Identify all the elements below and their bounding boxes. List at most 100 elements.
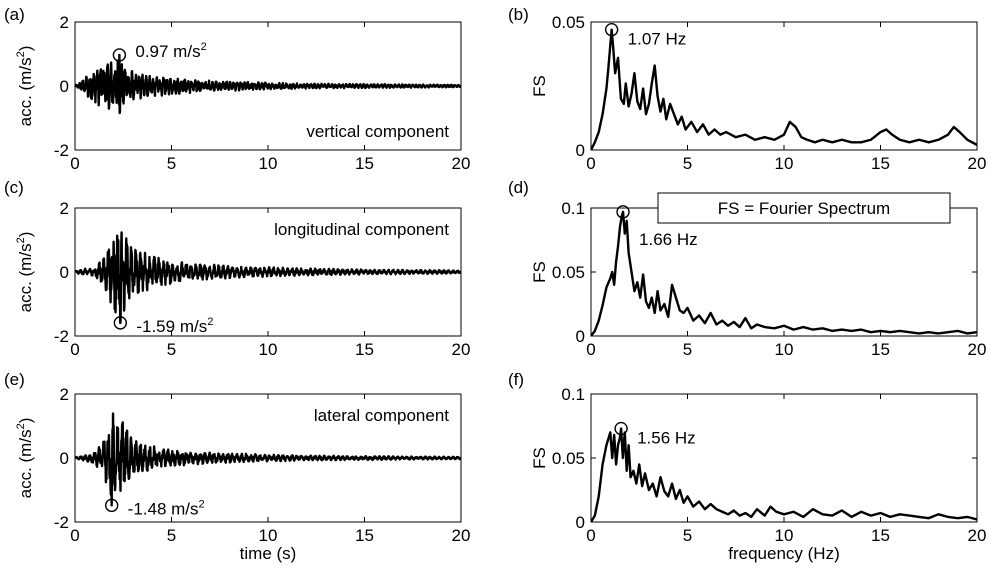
panel-d-xtick-label: 20 xyxy=(968,340,987,359)
panel-b-xtick-label: 5 xyxy=(683,154,692,173)
panel-d-xtick-label: 0 xyxy=(586,340,595,359)
panel-f-frame xyxy=(590,393,978,523)
panel-d: (d) 0 5 10 15 20 0 0.05 0.1 FS 1.66 Hz xyxy=(508,178,986,359)
panel-c-xtick-label: 0 xyxy=(70,340,79,359)
panel-a-peak-marker xyxy=(112,48,127,62)
panel-a-ytick-label: -2 xyxy=(54,141,69,160)
panel-e-ytick-label: 2 xyxy=(60,385,69,404)
panel-b-ytick-label: 0.05 xyxy=(552,13,585,32)
panel-f: (f) 0 5 10 15 20 0 0.05 0.1 FS frequency (Hz) 1.56… xyxy=(508,370,986,563)
panel-d-xtick-label: 15 xyxy=(871,340,890,359)
panel-a-ylabel-tail: ) xyxy=(16,46,35,52)
panel-d-peak-label: 1.66 Hz xyxy=(639,230,698,249)
panel-e-ytick-label: -2 xyxy=(54,513,69,532)
panel-c-peak-marker xyxy=(113,316,128,330)
panel-d-series-line xyxy=(591,210,977,336)
panel-f-xtick-label: 10 xyxy=(775,526,794,545)
panel-f-xtick-label: 15 xyxy=(871,526,890,545)
panel-a-ytick-label: 2 xyxy=(60,13,69,32)
panel-e-xtick-label: 5 xyxy=(167,526,176,545)
panel-e-xtick-label: 0 xyxy=(70,526,79,545)
panel-e-peak-label-sup: 2 xyxy=(199,498,205,510)
panel-d-ylabel: FS xyxy=(530,261,549,283)
panel-d-xtick-label: 5 xyxy=(683,340,692,359)
panel-c-component-label: longitudinal component xyxy=(274,220,449,239)
panel-c-series-line xyxy=(75,231,461,325)
panel-c-xtick-label: 10 xyxy=(259,340,278,359)
panel-f-peak-label: 1.56 Hz xyxy=(637,429,696,448)
panel-d-letter: (d) xyxy=(508,178,529,197)
panel-c-ylabel-tail: ) xyxy=(16,232,35,238)
panel-b-ylabel: FS xyxy=(530,75,549,97)
panel-c-ylabel-main: acc. (m/s xyxy=(16,243,35,312)
panel-a-xtick-label: 20 xyxy=(452,154,471,173)
panel-b-peak-marker xyxy=(604,22,619,37)
panel-c-ytick-label: -2 xyxy=(54,327,69,346)
panel-c-ytick-label: 0 xyxy=(60,263,69,282)
panel-d-ytick-label: 0.05 xyxy=(552,263,585,282)
panel-b-xtick-label: 10 xyxy=(775,154,794,173)
panel-d-peak-marker xyxy=(616,205,630,219)
panel-a-ytick-label: 0 xyxy=(60,77,69,96)
panel-e-xtick-label: 10 xyxy=(259,526,278,545)
panel-b-letter: (b) xyxy=(508,5,529,24)
panel-a-ylabel: acc. (m/s2) xyxy=(15,46,35,127)
panel-e-peak-label: -1.48 m/s2 xyxy=(128,498,205,518)
panel-c-peak-label: -1.59 m/s2 xyxy=(136,316,213,336)
panel-a-series-line xyxy=(75,53,461,115)
panel-e-ylabel-main: acc. (m/s xyxy=(16,429,35,498)
panel-b-xtick-label: 15 xyxy=(871,154,890,173)
panel-c-letter: (c) xyxy=(4,178,24,197)
panel-e-xtick-label: 15 xyxy=(355,526,374,545)
panel-e-letter: (e) xyxy=(4,370,25,389)
panel-f-xtick-label: 5 xyxy=(683,526,692,545)
panel-d-frame xyxy=(590,207,978,337)
panel-a-xtick-label: 10 xyxy=(259,154,278,173)
panel-f-xtick-label: 20 xyxy=(968,526,987,545)
panel-e-peak-label-main: -1.48 m/s xyxy=(128,499,199,518)
panel-a-component-label: vertical component xyxy=(306,122,449,141)
panel-f-xlabel: frequency (Hz) xyxy=(728,544,839,563)
panel-c-xtick-label: 15 xyxy=(355,340,374,359)
panel-a-xtick-label: 5 xyxy=(167,154,176,173)
panel-b-series-line xyxy=(591,28,977,150)
panel-c-ytick-label: 2 xyxy=(60,199,69,218)
panel-f-peak-marker xyxy=(614,421,628,436)
panel-e-series-line xyxy=(75,412,461,507)
panel-c-peak-label-sup: 2 xyxy=(207,316,213,328)
fs-note-text: FS = Fourier Spectrum xyxy=(718,199,890,218)
panel-c-ylabel-sup: 2 xyxy=(15,237,27,243)
panel-e-ytick-label: 0 xyxy=(60,449,69,468)
panel-e-ylabel-tail: ) xyxy=(16,418,35,424)
panel-e-ylabel: acc. (m/s2) xyxy=(15,418,35,499)
panel-f-ytick-label: 0 xyxy=(576,513,585,532)
panel-f-xtick-label: 0 xyxy=(586,526,595,545)
panel-e-component-label: lateral component xyxy=(314,406,449,425)
panel-f-ylabel: FS xyxy=(530,447,549,469)
panel-a-ylabel-sup: 2 xyxy=(15,51,27,57)
panel-a-letter: (a) xyxy=(4,5,25,24)
panel-d-ytick-label: 0 xyxy=(576,327,585,346)
panel-d-ytick-label: 0.1 xyxy=(561,199,585,218)
panel-a-xtick-label: 0 xyxy=(70,154,79,173)
panel-c-xtick-label: 20 xyxy=(452,340,471,359)
panel-b: (b) 0 5 10 15 20 0 0.05 FS 1.07 Hz xyxy=(508,5,986,173)
panel-a-ylabel-main: acc. (m/s xyxy=(16,57,35,126)
panel-b-xtick-label: 20 xyxy=(968,154,987,173)
panel-b-ytick-label: 0 xyxy=(576,141,585,160)
panel-a-xtick-label: 15 xyxy=(355,154,374,173)
panel-e-xtick-label: 20 xyxy=(452,526,471,545)
fs-note-box: FS = Fourier Spectrum xyxy=(657,192,951,224)
panel-c-ylabel: acc. (m/s2) xyxy=(15,232,35,313)
panel-e-xlabel: time (s) xyxy=(240,544,297,563)
panel-f-ytick-label: 0.1 xyxy=(561,385,585,404)
panel-c-peak-label-main: -1.59 m/s xyxy=(136,317,207,336)
fs-note-frame xyxy=(657,192,951,224)
panel-f-series-line xyxy=(591,427,977,522)
panel-e-ylabel-sup: 2 xyxy=(15,423,27,429)
panel-e-peak-marker xyxy=(104,498,119,513)
panel-c-xtick-label: 5 xyxy=(167,340,176,359)
